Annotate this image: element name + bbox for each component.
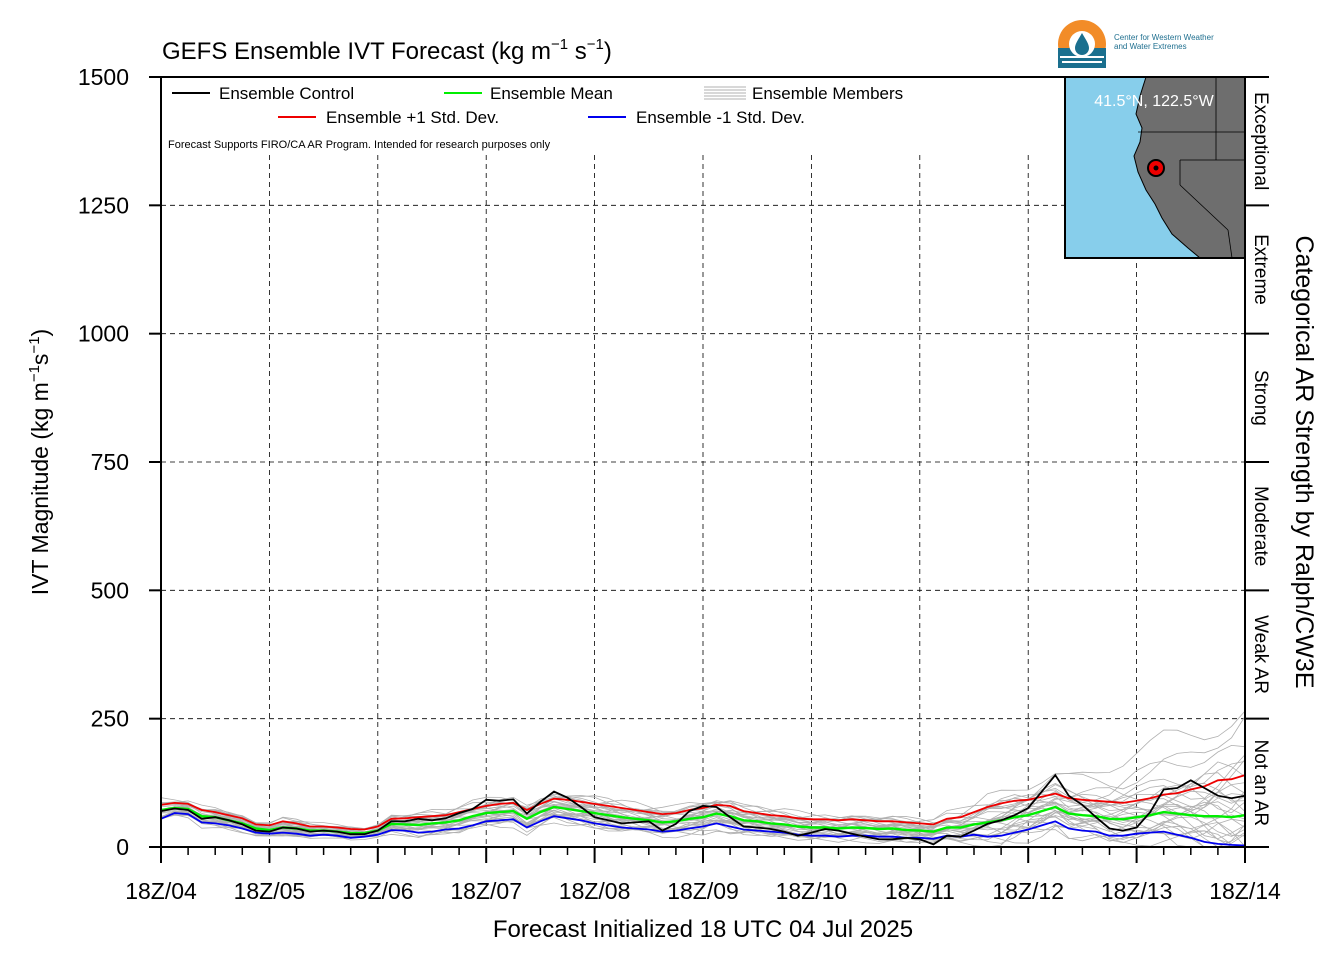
series-line-minus [160,812,1246,847]
y-tick-label: 1000 [78,321,129,347]
logo-line-2: and Water Extremes [1114,42,1187,51]
map-borders [1138,77,1245,259]
grid-lines [161,155,1245,847]
x-tick-label: 18Z/04 [125,878,197,904]
x-tick-label: 18Z/12 [992,878,1064,904]
legend-label-members: Ensemble Members [752,84,903,103]
category-axis: Not an AR Weak AR Moderate Strong Extreme Exc… [1245,76,1271,848]
series-line-plus [160,774,1246,831]
legend-label-plus: Ensemble +1 Std. Dev. [326,108,499,127]
research-notice: Forecast Supports FIRO/CA AR Program. In… [168,139,551,151]
cw3e-logo-icon [1058,20,1106,68]
series-lines [160,773,1246,847]
y-tick-label: 0 [116,834,129,860]
logo-line-1: Center for Western Weather [1114,33,1214,42]
category-label: Moderate [1250,486,1271,566]
series-line-control [160,773,1246,846]
y-tick-label: 1250 [78,192,129,218]
map-frame [1064,76,1246,259]
category-label: Weak AR [1250,615,1271,694]
x-tick-label: 18Z/13 [1101,878,1173,904]
chart-title: GEFS Ensemble IVT Forecast (kg m−1 s−1) [162,36,612,65]
x-tick-label: 18Z/05 [234,878,306,904]
x-tick-label: 18Z/10 [776,878,848,904]
category-label: Not an AR [1250,740,1271,827]
cw3e-logo-text: Center for Western Weather and Water Ext… [1114,33,1214,51]
y-tick-label: 750 [91,449,129,475]
legend-label-mean: Ensemble Mean [490,84,613,103]
legend: Ensemble Control Ensemble Mean Ensemble … [168,84,903,151]
y-tick-label: 1500 [78,64,129,90]
category-label: Extreme [1250,234,1271,305]
y-axis-label: IVT Magnitude (kg m−1s−1) [26,329,53,595]
x-tick-label: 18Z/07 [450,878,522,904]
ensemble-member-line [160,760,1246,831]
cw3e-logo: Center for Western Weather and Water Ext… [1056,18,1256,74]
x-tick-label: 18Z/14 [1209,878,1281,904]
category-label: Strong [1250,370,1271,426]
ensemble-member-line [160,716,1246,830]
legend-swatch-members [704,86,746,100]
location-map: 41.5°N, 122.5°W [1064,76,1246,259]
x-tick-label: 18Z/11 [885,878,955,904]
x-axis-label: Forecast Initialized 18 UTC 04 Jul 2025 [493,916,913,943]
category-label: Exceptional [1250,92,1271,190]
y-tick-label: 500 [91,577,129,603]
x-tick-label: 18Z/08 [559,878,631,904]
legend-label-minus: Ensemble -1 Std. Dev. [636,108,805,127]
right-axis-label: Categorical AR Strength by Ralph/CW3E [1290,236,1318,689]
y-axis: 0 250 500 750 1000 1250 1500 [78,64,161,860]
x-tick-label: 18Z/06 [342,878,414,904]
x-axis: 18Z/04 18Z/05 18Z/06 18Z/07 18Z/08 18Z/09 18Z/… [125,847,1281,904]
x-tick-label: 18Z/09 [667,878,739,904]
ensemble-member-line [160,793,1246,835]
legend-label-control: Ensemble Control [219,84,354,103]
location-label: 41.5°N, 122.5°W [1094,93,1214,110]
y-tick-label: 250 [91,706,129,732]
